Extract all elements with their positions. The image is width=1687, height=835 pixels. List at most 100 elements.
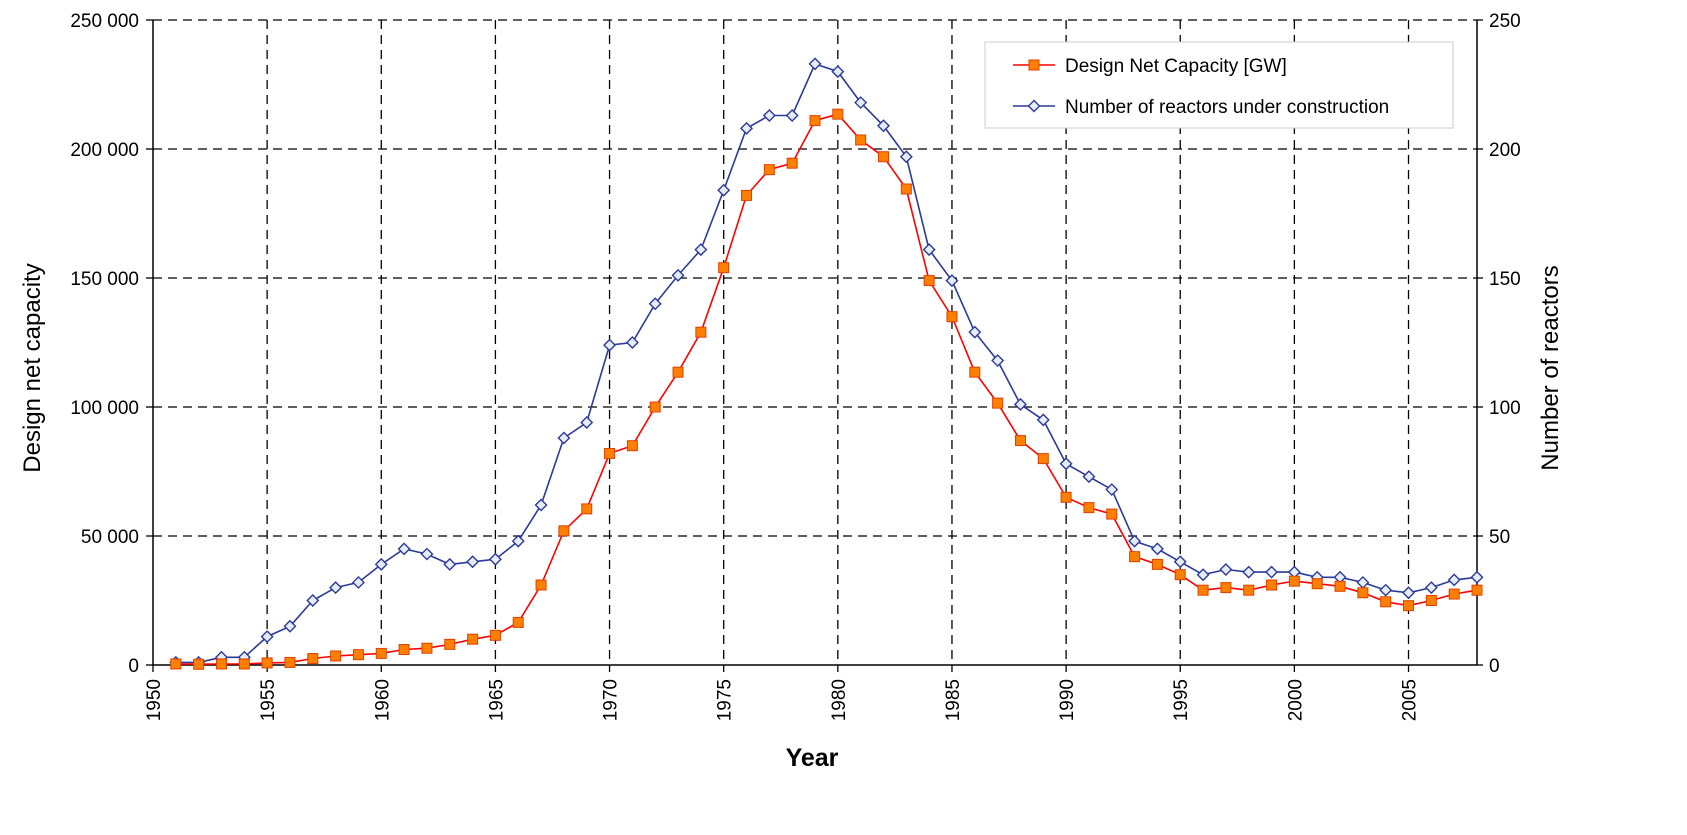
data-point-square — [1220, 582, 1232, 594]
data-point-diamond — [1196, 568, 1210, 582]
data-point-square — [992, 397, 1004, 409]
data-point-square — [467, 633, 479, 645]
data-point-diamond — [1082, 470, 1096, 484]
y-axis-title-left: Design net capacity — [19, 263, 46, 472]
data-point-diamond — [922, 243, 936, 257]
data-point-square — [1425, 595, 1437, 606]
data-point-square — [1448, 588, 1460, 600]
data-point-diamond — [831, 65, 845, 79]
data-point-diamond — [876, 119, 890, 133]
data-point-diamond — [466, 555, 480, 569]
data-point-diamond — [694, 243, 708, 257]
data-point-diamond — [1150, 542, 1164, 556]
data-point-square — [900, 183, 912, 195]
data-point-diamond — [648, 297, 662, 311]
data-point-square — [626, 440, 638, 452]
legend-box — [984, 41, 1454, 129]
legend-marker-square — [1028, 59, 1040, 71]
legend: Design Net Capacity [GW] Number of reacto… — [984, 41, 1454, 129]
data-point-diamond — [580, 415, 594, 429]
data-point-square — [215, 658, 227, 670]
data-point-square — [261, 657, 273, 669]
tick-labels: 1950 1955 1960 1965 1970 1975 1980 1985 1990 1995… — [70, 11, 1520, 721]
data-point-square — [1014, 435, 1026, 447]
data-point-square — [1106, 508, 1118, 520]
data-point-diamond — [1242, 565, 1256, 579]
data-point-diamond — [306, 594, 320, 607]
data-point-square — [1174, 569, 1186, 581]
data-point-square — [1380, 596, 1392, 608]
data-point-square — [718, 262, 730, 274]
data-point-diamond — [329, 581, 343, 595]
data-point-diamond — [420, 547, 434, 561]
x-tick-label: 1955 — [258, 679, 279, 721]
data-point-square — [786, 157, 798, 169]
data-point-diamond — [374, 557, 388, 571]
data-point-diamond — [351, 575, 365, 589]
x-tick-label: 1985 — [943, 679, 964, 721]
axes — [146, 19, 1483, 672]
data-point-diamond — [991, 354, 1005, 368]
y-axis-title-right: Number of reactors — [1537, 265, 1564, 470]
data-point-square — [877, 151, 889, 163]
series-capacity — [170, 108, 1483, 670]
x-tick-label: 1950 — [144, 679, 165, 721]
data-point-diamond — [945, 274, 959, 288]
data-point-square — [741, 189, 753, 201]
series-line — [175, 113, 1478, 666]
data-point-diamond — [397, 542, 411, 556]
y-tick-label-left: 200 000 — [70, 140, 139, 161]
data-point-diamond — [1219, 563, 1233, 577]
data-point-diamond — [808, 57, 822, 71]
data-point-square — [535, 579, 547, 591]
y-tick-label-left: 150 000 — [70, 269, 139, 290]
data-point-square — [1129, 551, 1141, 563]
legend-marker-diamond — [1027, 99, 1041, 113]
y-tick-label-right: 150 — [1489, 269, 1521, 290]
data-point-diamond — [1173, 555, 1187, 569]
legend-label: Number of reactors under construction — [1065, 97, 1389, 118]
data-point-square — [193, 658, 205, 670]
data-point-square — [1357, 587, 1369, 599]
data-point-diamond — [625, 336, 639, 349]
data-point-square — [421, 642, 433, 654]
data-point-square — [512, 616, 524, 628]
data-point-square — [969, 366, 981, 378]
data-point-square — [695, 326, 707, 338]
data-point-square — [1151, 558, 1163, 570]
legend-label: Design Net Capacity [GW] — [1065, 56, 1287, 77]
x-tick-label: 2005 — [1400, 679, 1421, 721]
data-point-square — [330, 650, 342, 662]
data-point-diamond — [488, 552, 502, 566]
data-point-square — [238, 658, 250, 670]
data-point-square — [855, 134, 867, 146]
x-tick-label: 1975 — [715, 679, 736, 721]
data-point-square — [1197, 584, 1209, 596]
data-point-diamond — [762, 108, 776, 122]
data-point-diamond — [260, 630, 274, 644]
data-point-diamond — [511, 534, 525, 548]
data-point-diamond — [557, 431, 571, 445]
data-point-square — [1311, 578, 1323, 590]
y-tick-label-right: 0 — [1489, 656, 1500, 677]
data-point-square — [398, 644, 410, 656]
data-point-diamond — [1013, 397, 1027, 411]
data-point-diamond — [1105, 483, 1119, 497]
data-point-square — [284, 656, 296, 668]
data-point-square — [672, 366, 684, 378]
data-point-diamond — [1424, 581, 1438, 595]
series-line — [175, 62, 1478, 664]
x-tick-label: 1965 — [486, 679, 507, 721]
y-tick-label-right: 200 — [1489, 140, 1521, 161]
data-point-square — [558, 525, 570, 537]
data-series — [169, 57, 1484, 670]
data-point-square — [1083, 502, 1095, 514]
data-point-diamond — [1402, 586, 1416, 600]
data-point-square — [649, 401, 661, 413]
data-point-diamond — [1470, 570, 1484, 584]
data-point-square — [1266, 579, 1278, 591]
data-point-diamond — [283, 619, 297, 633]
data-point-diamond — [1128, 534, 1142, 548]
